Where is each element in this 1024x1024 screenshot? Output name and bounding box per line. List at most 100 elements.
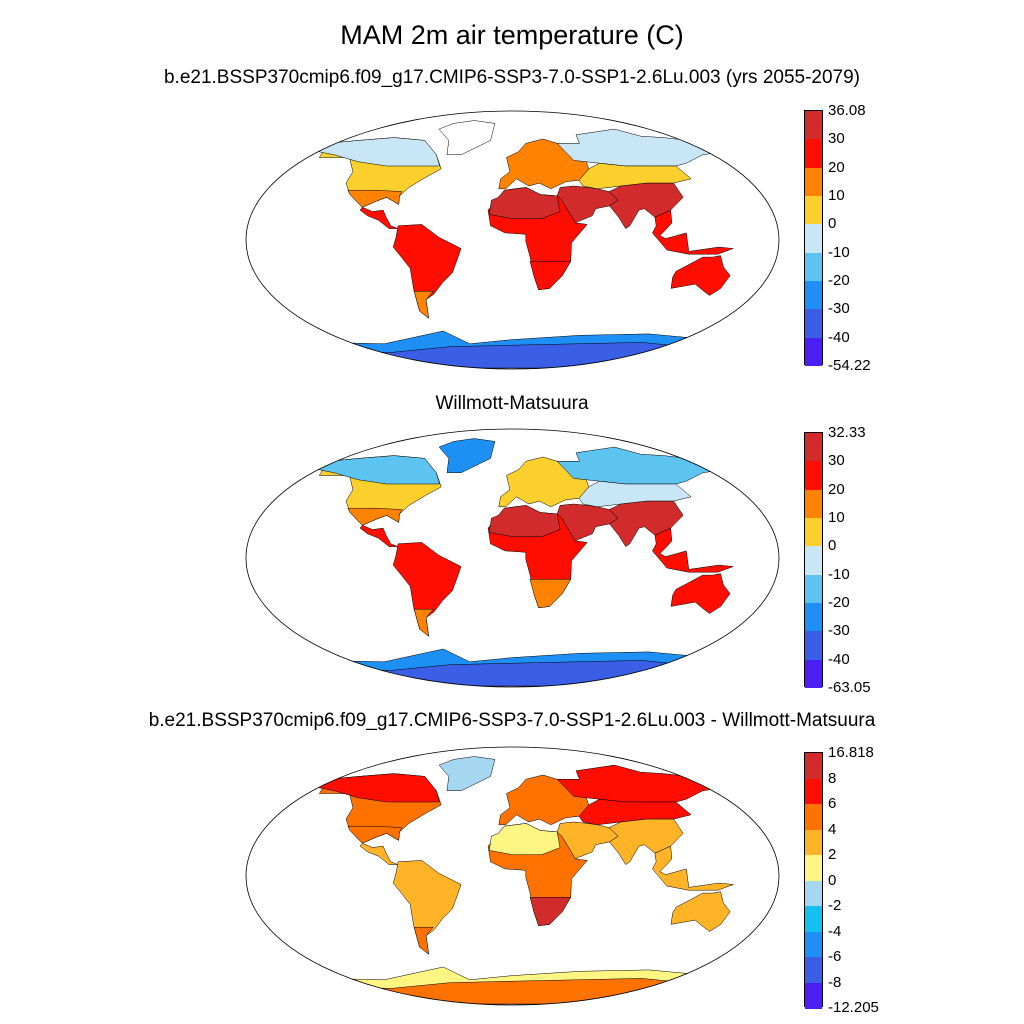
central-america-region bbox=[359, 524, 398, 547]
map-border bbox=[245, 746, 780, 1006]
southern-africa-region bbox=[529, 261, 572, 291]
colorbar-label: 8 bbox=[828, 769, 837, 787]
sahara-region bbox=[489, 187, 561, 219]
panel-3-map bbox=[245, 746, 780, 1006]
colorbar-segment bbox=[805, 855, 822, 881]
sahara-region bbox=[489, 505, 561, 537]
colorbar-label: 36.08 bbox=[828, 102, 866, 119]
patagonia-region bbox=[413, 608, 434, 637]
colorbar-label: -10 bbox=[828, 243, 850, 261]
colorbar-label: 30 bbox=[828, 130, 845, 148]
south-asia-region bbox=[608, 500, 684, 547]
panel-3-title: b.e21.BSSP370cmip6.f09_g17.CMIP6-SSP3-7.… bbox=[148, 710, 876, 731]
colorbar-segment bbox=[805, 659, 822, 689]
canada-region bbox=[318, 137, 440, 167]
colorbar-segment bbox=[805, 489, 822, 519]
panel-2-map bbox=[245, 428, 780, 688]
panel-1-map bbox=[245, 110, 780, 370]
australia-region bbox=[670, 573, 731, 614]
land-regions bbox=[317, 120, 734, 369]
colorbar-label: -10 bbox=[828, 565, 850, 583]
panel-1-title: b.e21.BSSP370cmip6.f09_g17.CMIP6-SSP3-7.… bbox=[163, 67, 861, 88]
southern-africa-region bbox=[529, 579, 572, 609]
colorbar-segment bbox=[805, 804, 822, 830]
colorbar-label: 4 bbox=[828, 820, 837, 838]
us-south-region bbox=[347, 507, 403, 526]
colorbar-label: 0 bbox=[828, 871, 837, 889]
land-regions bbox=[317, 756, 734, 1005]
colorbar-label: -8 bbox=[828, 973, 842, 991]
colorbar-segment bbox=[805, 982, 822, 1009]
map-border bbox=[245, 110, 780, 370]
colorbar-segment bbox=[805, 167, 822, 197]
colorbar-segment bbox=[805, 252, 822, 282]
colorbar-label: -40 bbox=[828, 328, 850, 346]
colorbar-label: -4 bbox=[828, 922, 842, 940]
colorbar-label: -6 bbox=[828, 948, 842, 965]
colorbar-label: 6 bbox=[828, 795, 837, 812]
south-america-region bbox=[392, 860, 462, 955]
colorbar-segment bbox=[805, 224, 822, 254]
colorbar-label: -20 bbox=[828, 594, 850, 611]
colorbar-segment bbox=[805, 753, 822, 779]
colorbar-label: 2 bbox=[828, 846, 837, 863]
colorbar-segment bbox=[805, 281, 822, 310]
canada-region bbox=[318, 455, 440, 485]
southeast-asia-region bbox=[652, 527, 734, 573]
colorbar-segment bbox=[805, 309, 822, 339]
colorbar-segment bbox=[805, 574, 822, 604]
colorbar-segment bbox=[805, 196, 822, 225]
colorbar-box bbox=[804, 432, 823, 689]
greenland-region bbox=[438, 438, 496, 473]
australia-region bbox=[670, 891, 731, 932]
colorbar-segment bbox=[805, 337, 822, 367]
colorbar-segment bbox=[805, 603, 822, 632]
southeast-asia-region bbox=[652, 209, 734, 255]
colorbar-label: 0 bbox=[828, 537, 837, 555]
central-america-region bbox=[359, 842, 398, 865]
colorbar-segment bbox=[805, 461, 822, 491]
colorbar-label: -54.22 bbox=[828, 357, 871, 374]
colorbar-segment bbox=[805, 518, 822, 547]
colorbar-label: -30 bbox=[828, 300, 850, 318]
colorbar-label: -30 bbox=[828, 622, 850, 640]
colorbar-segment bbox=[805, 631, 822, 661]
colorbar-label: 20 bbox=[828, 158, 845, 176]
us-south-region bbox=[347, 825, 403, 844]
south-asia-region bbox=[608, 182, 684, 229]
colorbar-segment bbox=[805, 433, 822, 462]
colorbar-segment bbox=[805, 546, 822, 576]
map-border bbox=[245, 428, 780, 688]
canada-region bbox=[318, 773, 440, 803]
south-america-region bbox=[392, 542, 462, 637]
colorbar-box bbox=[804, 752, 823, 1009]
colorbar-segment bbox=[805, 957, 822, 983]
colorbar-segment bbox=[805, 139, 822, 169]
southern-africa-region bbox=[529, 897, 572, 927]
colorbar-label: 30 bbox=[828, 452, 845, 470]
southeast-asia-region bbox=[652, 845, 734, 891]
colorbar-label: 16.818 bbox=[828, 744, 874, 761]
south-asia-region bbox=[608, 818, 684, 865]
colorbar-label: -40 bbox=[828, 650, 850, 668]
panel-2-title: Willmott-Matsuura bbox=[435, 393, 589, 414]
colorbar-segment bbox=[805, 111, 822, 140]
colorbar-label: -63.05 bbox=[828, 679, 871, 696]
figure-title: MAM 2m air temperature (C) bbox=[340, 20, 684, 50]
patagonia-region bbox=[413, 926, 434, 955]
colorbar-box bbox=[804, 110, 823, 367]
colorbar-segment bbox=[805, 880, 822, 907]
colorbar-label: 10 bbox=[828, 509, 845, 526]
colorbar-segment bbox=[805, 931, 822, 958]
south-america-region bbox=[392, 224, 462, 319]
colorbar-segment bbox=[805, 906, 822, 932]
land-regions bbox=[317, 438, 734, 687]
patagonia-region bbox=[413, 290, 434, 319]
greenland-region bbox=[438, 120, 496, 155]
colorbar-label: 0 bbox=[828, 215, 837, 233]
colorbar-label: -12.205 bbox=[828, 999, 879, 1016]
colorbar-segment bbox=[805, 778, 822, 805]
colorbar-label: 32.33 bbox=[828, 424, 866, 441]
colorbar-label: -20 bbox=[828, 272, 850, 289]
australia-region bbox=[670, 255, 731, 296]
